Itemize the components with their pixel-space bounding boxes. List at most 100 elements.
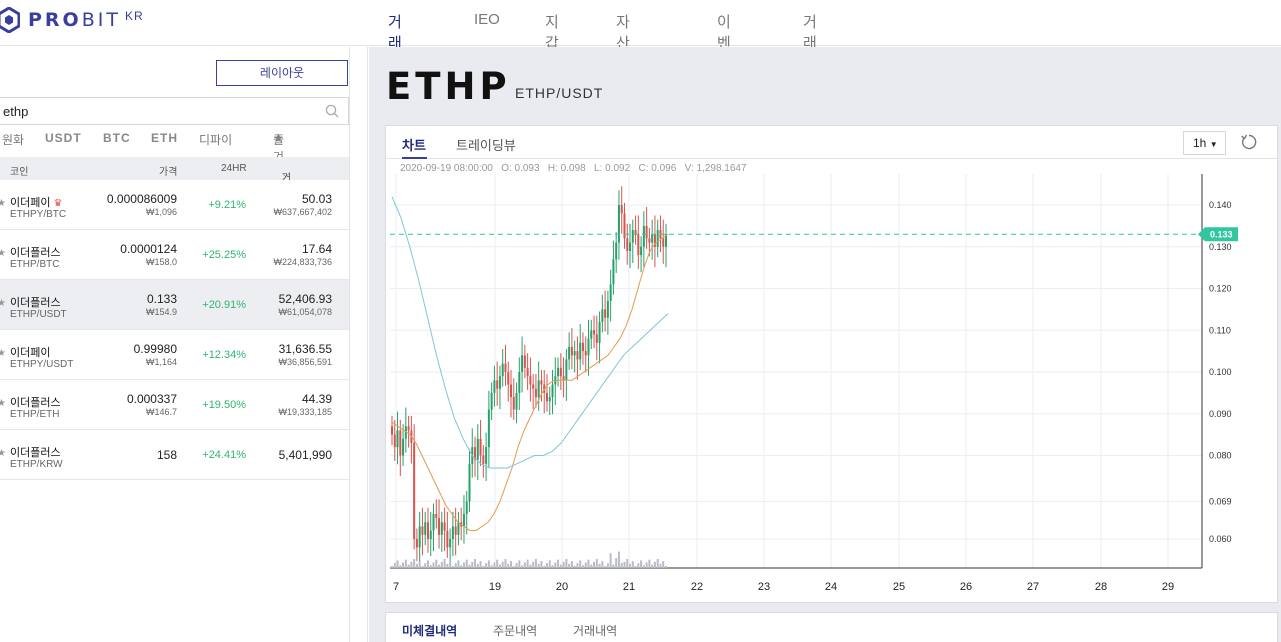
candle-body [568,346,571,360]
candle-body [587,338,590,356]
volume-bar [393,563,396,568]
volume-bar [413,559,416,568]
coin-change: +19.50% [202,399,246,411]
candle-body [457,522,460,535]
volume-bar [396,560,399,568]
volume-bar [584,562,587,568]
candle-body [656,230,659,247]
tab-trade-history[interactable]: 거래내역 [573,624,618,638]
candle-body [507,372,510,385]
volume-bar [573,566,576,568]
coin-volume-krw: ₩637,667,402 [273,207,332,217]
star-icon[interactable]: ★ [0,248,6,259]
probit-logo[interactable]: PROBIT KR [0,7,144,33]
coin-price: 158 [156,448,177,462]
star-icon[interactable]: ★ [0,348,6,359]
coin-price-krw: ₩1,096 [145,207,177,217]
col-change[interactable]: 24HR [221,163,247,174]
candle-body [465,501,468,514]
col-coin[interactable]: 코인 [10,167,29,178]
coin-price-krw: ₩158.0 [145,257,177,267]
x-tick-label: 27 [1027,581,1039,593]
star-icon[interactable]: ★ [0,398,6,409]
coin-name: 이더플러스 [10,297,61,309]
tab-order-history[interactable]: 주문내역 [493,624,538,638]
volume-bar [642,565,645,568]
tab-open-orders[interactable]: 미체결내역 [402,624,458,638]
x-tick-label: 20 [556,581,568,593]
volume-bar [540,561,543,568]
volume-bar [545,563,548,568]
panel-divider[interactable] [349,47,368,642]
price-chart[interactable]: 7 19 20 21 22 23 24 25 26 27 28 29 0.140 0.130 0.120 0.… [386,126,1277,602]
nav-ieo[interactable]: IEO [474,11,500,28]
tab-eth[interactable]: ETH [151,131,178,145]
timeframe-select[interactable]: 1h ▼ [1183,131,1226,155]
reset-icon[interactable] [1240,133,1258,151]
candle-body [534,388,537,398]
volume-bar [471,561,474,568]
search-icon[interactable] [325,104,339,118]
layout-button[interactable]: 레이아웃 [216,60,348,86]
tab-tradingview[interactable]: 트레이딩뷰 [456,138,516,153]
volume-bar [429,565,432,568]
market-panel: 레이아웃 원화 USDT BTC ETH 디파이 ★ 즐겨찾기 코인 가격 24… [0,47,349,642]
volume-bar [498,564,501,568]
search-input[interactable] [0,98,300,124]
candle-body [462,513,465,527]
top-header: PROBIT KR 거래소 IEO 지갑 자산내역 이벤트 거래왕 [0,0,1281,94]
table-row[interactable]: ★ 이더페이 ♛ ETHPY/BTC 0.000086009 ₩1,096 +9.… [0,180,349,230]
volume-bar [656,559,659,568]
candle-body [637,234,640,256]
table-row[interactable]: ★ 이더플러스 ETHP/KRW 158 +24.41% 5,401,990 [0,430,349,480]
coin-pair: ETHPY/BTC [10,209,67,220]
market-list: ★ 이더페이 ♛ ETHPY/BTC 0.000086009 ₩1,096 +9.… [0,180,349,480]
tab-usdt[interactable]: USDT [45,131,82,145]
tab-btc[interactable]: BTC [103,131,131,145]
table-row[interactable]: ★ 이더페이 ETHPY/USDT 0.99980 ₩1,164 +12.34%… [0,330,349,380]
candle-body [565,359,568,381]
market-tabs: 원화 USDT BTC ETH 디파이 ★ 즐겨찾기 [0,131,349,198]
volume-bar [551,565,554,568]
volume-bar [482,566,485,568]
pair-subtitle: ETHP/USDT [515,85,604,101]
volume-bar [410,561,413,568]
chart-tabs: 차트 트레이딩뷰 1h ▼ [386,126,1277,159]
volume-bar [629,563,632,568]
tab-chart[interactable]: 차트 [402,138,426,153]
volume-bar [504,559,507,568]
volume-bar [581,565,584,568]
y-tick-label: 0.120 [1209,284,1232,294]
star-icon[interactable]: ★ [0,448,6,459]
candle-body [521,355,524,372]
candle-body [648,238,651,243]
tab-defi[interactable]: 디파이 [199,133,233,147]
candle-body [543,384,546,393]
volume-bar [623,561,626,568]
table-row[interactable]: ★ 이더플러스 ETHP/BTC 0.0000124 ₩158.0 +25.25… [0,230,349,280]
col-price[interactable]: 가격 [159,167,178,178]
volume-bar [576,563,579,568]
volume-bar [435,559,438,568]
volume-bar [421,566,424,568]
coin-price: 0.99980 [133,342,177,356]
tab-krw[interactable]: 원화 [2,133,25,147]
volume-bar [402,562,405,568]
table-row-selected[interactable]: ★ 이더플러스 ETHP/USDT 0.133 ₩154.9 +20.91% 5… [0,280,349,330]
candle-body [653,234,656,247]
star-icon[interactable]: ★ [0,298,6,309]
candle-body [490,392,493,410]
candle-body [595,334,598,343]
candle-body [629,242,632,251]
star-icon: ★ [273,131,284,145]
volume-bar [418,561,421,568]
volume-bar [631,561,634,568]
candle-body [518,372,521,393]
table-row[interactable]: ★ 이더플러스 ETHP/ETH 0.000337 ₩146.7 +19.50%… [0,380,349,430]
coin-volume: 50.03 [301,192,332,206]
star-icon[interactable]: ★ [0,198,6,209]
coin-name: 이더페이 ♛ [10,194,62,210]
volume-bar [426,560,429,568]
candle-body [418,526,421,548]
coin-volume: 31,636.55 [278,342,332,356]
